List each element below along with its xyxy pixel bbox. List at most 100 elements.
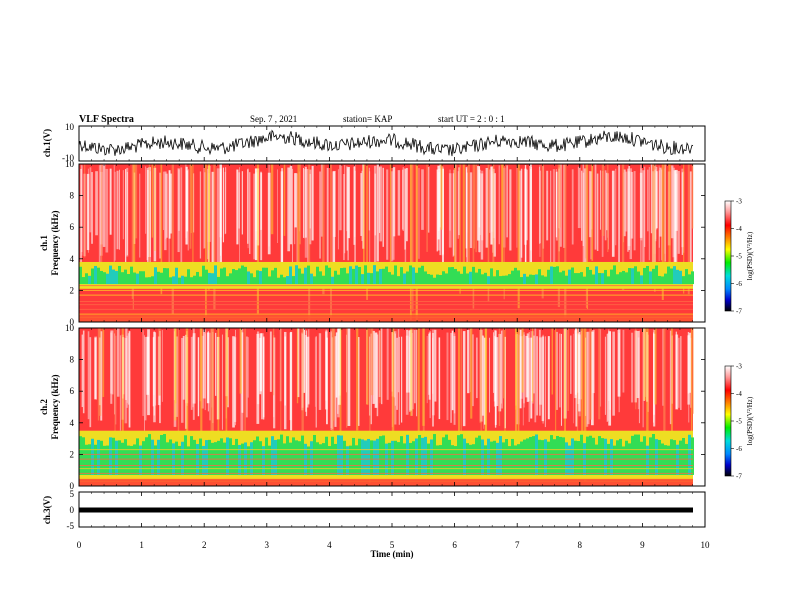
spectral-hiss-column: [581, 170, 583, 241]
spectral-hiss-column: [386, 328, 389, 400]
spectral-hiss-column: [91, 172, 93, 244]
spectral-hiss-column: [680, 336, 682, 410]
spectral-hiss-column: [169, 173, 173, 234]
ch1-emission-cell: [472, 266, 475, 285]
spectral-hiss-column: [303, 328, 306, 393]
ch2-emission-cell: [190, 436, 193, 475]
ch2-colorbar-label: log(PSD)(V²/Hz): [746, 396, 754, 445]
sferic-spike: [668, 164, 671, 268]
sferic-spike: [601, 164, 605, 237]
ch1-emission-cell: [577, 273, 580, 285]
sferic-spike: [541, 164, 544, 299]
ch1-emission-cell: [100, 270, 103, 285]
ch1-emission-cell: [439, 274, 442, 285]
ch1-emission-cell: [217, 276, 220, 285]
ch1-emission-cell: [301, 273, 304, 285]
ch2-emission-cell: [544, 439, 547, 475]
spectral-hiss-column: [405, 335, 409, 415]
spectral-hiss-column: [381, 328, 383, 405]
sferic-spike: [148, 164, 151, 285]
sferic-spike: [131, 164, 134, 300]
ch2-emission-cell: [556, 435, 559, 475]
spectral-hiss-column: [122, 170, 124, 240]
sferic-spike: [330, 164, 332, 317]
sferic-spike: [479, 328, 482, 424]
ch2-emission-cell: [622, 446, 625, 475]
ch1-emission-cell: [115, 270, 118, 285]
ch1-ytick-8: 8: [70, 191, 75, 201]
sferic-spike: [363, 164, 365, 288]
spectral-hiss-column: [412, 329, 414, 410]
sferic-spike: [409, 164, 412, 320]
spectral-hiss-column: [438, 168, 440, 232]
ch2-emission-cell: [133, 444, 136, 475]
spectral-hiss-column: [153, 331, 155, 416]
spectral-hiss-column: [94, 336, 97, 400]
ch2-emission-cell: [364, 440, 367, 475]
ch1-emission-cell: [268, 276, 271, 285]
ch1-emission-cell: [334, 270, 337, 285]
spectral-hiss-column: [434, 329, 437, 402]
ch2-emission-cell: [250, 442, 253, 475]
spectral-hiss-column: [109, 168, 112, 235]
spectral-hiss-column: [197, 337, 200, 417]
ch2-emission-cell: [589, 435, 592, 475]
spectral-hiss-column: [347, 328, 351, 426]
spectral-hiss-column: [633, 171, 636, 251]
ch1-emission-cell: [154, 267, 157, 285]
spectral-hiss-column: [181, 337, 184, 423]
x-tick-label-6: 6: [452, 540, 457, 550]
sferic-spike: [417, 328, 420, 475]
ch2-emission-cell: [307, 446, 310, 475]
spectral-hiss-column: [201, 335, 204, 409]
spectral-hiss-column: [546, 170, 549, 241]
spectral-hiss-column: [453, 333, 456, 414]
spectral-hiss-column: [126, 167, 129, 257]
ch1-emission-cell: [655, 265, 658, 285]
spectral-hiss-column: [644, 166, 646, 247]
colorbar-tick-label: -4: [736, 225, 742, 233]
spectral-hiss-column: [319, 171, 321, 259]
ch1-emission-cell: [346, 273, 349, 285]
spectral-hiss-column: [404, 168, 406, 250]
spectral-hiss-column: [658, 170, 660, 248]
ch1-emission-cell: [310, 273, 313, 285]
spectral-hiss-column: [87, 331, 90, 420]
sferic-spike: [114, 328, 116, 453]
ch1-emission-cell: [247, 271, 250, 285]
ch2-emission-cell: [577, 441, 580, 475]
sferic-spike: [690, 328, 693, 482]
sferic-spike: [151, 164, 154, 238]
spectral-hiss-column: [379, 167, 381, 233]
spectral-hiss-column: [523, 332, 525, 408]
spectral-hiss-column: [530, 337, 533, 419]
spectral-hiss-column: [536, 336, 538, 416]
x-tick-label-4: 4: [327, 540, 332, 550]
spectral-hiss-column: [523, 334, 525, 404]
sferic-spike: [671, 328, 673, 439]
spectral-hiss-column: [203, 164, 205, 249]
ch1-emission-cell: [340, 268, 343, 285]
spectral-hiss-column: [534, 328, 537, 423]
spectral-hiss-column: [204, 172, 206, 249]
spectral-hiss-column: [318, 333, 322, 410]
ch2-emission-cell: [529, 436, 532, 475]
ch2-emission-cell: [379, 436, 382, 475]
sferic-spike: [412, 164, 414, 312]
spectral-hiss-column: [245, 336, 248, 418]
spectral-hiss-column: [640, 168, 643, 241]
spectral-hiss-column: [414, 330, 416, 404]
spectral-hiss-column: [401, 336, 403, 423]
ch1-emission-cell: [130, 266, 133, 285]
spectral-hiss-column: [147, 329, 150, 416]
ch1-emission-cell: [145, 277, 148, 285]
spectral-hiss-column: [489, 169, 491, 233]
ch1-emission-cell: [163, 268, 166, 285]
spectral-hiss-column: [681, 172, 683, 255]
ch1-emission-cell: [496, 270, 499, 285]
spectral-hiss-column: [570, 335, 572, 394]
ch1-emission-cell: [532, 274, 535, 285]
spectral-hiss-column: [330, 332, 332, 431]
spectral-hiss-column: [374, 173, 377, 236]
ch2-emission-cell: [562, 437, 565, 475]
